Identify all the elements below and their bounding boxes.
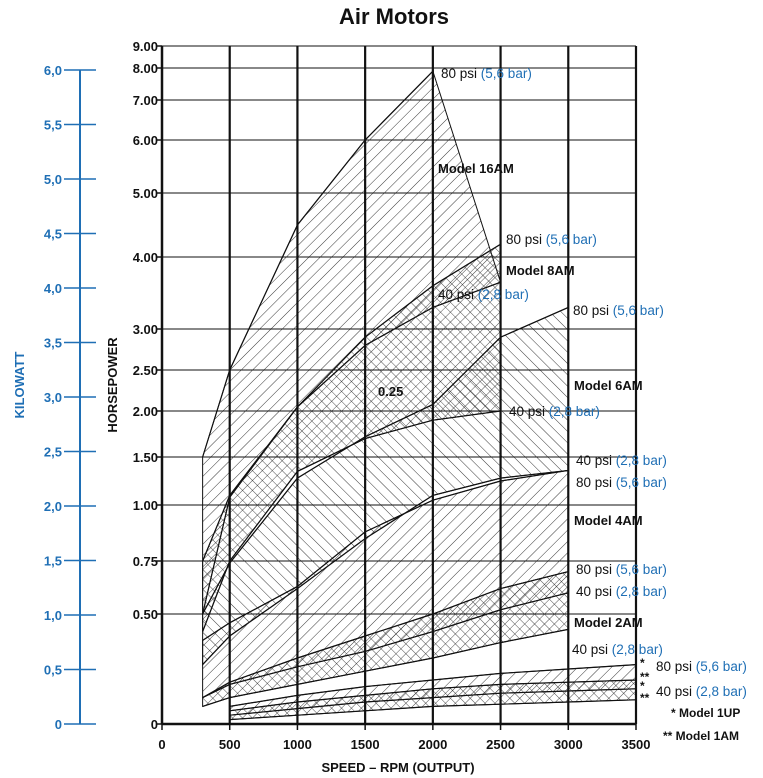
kw-tick-5: 2,5 <box>44 445 62 460</box>
label-2am-80psi: 80 psi (5,6 bar) <box>576 562 667 577</box>
label-small-80psi: 80 psi (5,6 bar) <box>656 659 747 674</box>
curve-model-8am-upper <box>202 243 501 562</box>
label-2am-40psi: 40 psi (2,8 bar) <box>576 584 667 599</box>
marker-1: * <box>640 656 645 670</box>
kw-tick-1: 0,5 <box>44 663 62 678</box>
label-4am-80psi: 80 psi (5,6 bar) <box>576 475 667 490</box>
y-tick-1.50: 1.50 <box>133 450 158 465</box>
x-tick-1500: 1500 <box>351 737 380 752</box>
kw-axis-label: KILOWATT <box>12 351 27 418</box>
y-tick-3.00: 3.00 <box>133 322 158 337</box>
x-tick-3500: 3500 <box>622 737 651 752</box>
y-tick-5.00: 5.00 <box>133 186 158 201</box>
marker-2: ** <box>640 670 650 684</box>
x-tick-2000: 2000 <box>418 737 447 752</box>
label-lower-40psi: 40 psi (2,8 bar) <box>572 642 663 657</box>
marker-4: ** <box>640 691 650 705</box>
marker-3: * <box>640 679 645 693</box>
kw-tick-4: 2,0 <box>44 499 62 514</box>
y-tick-9.00: 9.00 <box>133 39 158 54</box>
y-tick-0.50: 0.50 <box>133 607 158 622</box>
x-axis-label: SPEED – RPM (OUTPUT) <box>321 760 474 775</box>
kw-tick-0: 0 <box>55 717 62 732</box>
x-tick-0: 0 <box>158 737 165 752</box>
kw-tick-8: 4,0 <box>44 281 62 296</box>
kw-tick-10: 5,0 <box>44 172 62 187</box>
axis-layer: 0 500 1000 1500 2000 2500 3000 3500 0 0.50 0.75 1.0… <box>44 39 651 752</box>
y-axis-label: HORSEPOWER <box>105 337 120 433</box>
y-tick-7.00: 7.00 <box>133 93 158 108</box>
y-tick-1.00: 1.00 <box>133 498 158 513</box>
label-4am-40psi: 40 psi (2,8 bar) <box>576 453 667 468</box>
model-16am-label: Model 16AM <box>438 161 514 176</box>
kw-tick-7: 3,5 <box>44 336 62 351</box>
y-tick-6.00: 6.00 <box>133 133 158 148</box>
kw-tick-11: 5,5 <box>44 118 62 133</box>
x-tick-500: 500 <box>219 737 241 752</box>
label-16am-80psi: 80 psi (5,6 bar) <box>441 66 532 81</box>
label-8am-40psi: 40 psi (2,8 bar) <box>438 287 529 302</box>
label-6am-40psi: 40 psi (2,8 bar) <box>509 404 600 419</box>
label-6am-80psi: 80 psi (5,6 bar) <box>573 303 664 318</box>
model-6am-label: Model 6AM <box>574 378 643 393</box>
x-tick-3000: 3000 <box>554 737 583 752</box>
model-8am-label: Model 8AM <box>506 263 575 278</box>
y-tick-0: 0 <box>151 717 158 732</box>
kw-tick-3: 1,5 <box>44 554 62 569</box>
chart-title: Air Motors <box>339 4 449 29</box>
model-2am-label: Model 2AM <box>574 615 643 630</box>
annotation-0-25: 0.25 <box>378 384 403 399</box>
label-small-40psi: 40 psi (2,8 bar) <box>656 684 747 699</box>
x-tick-2500: 2500 <box>486 737 515 752</box>
y-tick-8.00: 8.00 <box>133 61 158 76</box>
grid-layer <box>162 45 638 724</box>
y-tick-2.00: 2.00 <box>133 404 158 419</box>
series-layer <box>202 70 637 721</box>
y-tick-2.50: 2.50 <box>133 363 158 378</box>
kw-tick-2: 1,0 <box>44 608 62 623</box>
label-8am-80psi: 80 psi (5,6 bar) <box>506 232 597 247</box>
kw-tick-12: 6,0 <box>44 63 62 78</box>
x-tick-1000: 1000 <box>283 737 312 752</box>
kw-tick-9: 4,5 <box>44 227 62 242</box>
y-tick-4.00: 4.00 <box>133 250 158 265</box>
model-4am-label: Model 4AM <box>574 513 643 528</box>
kw-tick-6: 3,0 <box>44 390 62 405</box>
y-tick-0.75: 0.75 <box>133 554 158 569</box>
note-model-1up: * Model 1UP <box>671 706 740 720</box>
note-model-1am: ** Model 1AM <box>663 729 739 743</box>
